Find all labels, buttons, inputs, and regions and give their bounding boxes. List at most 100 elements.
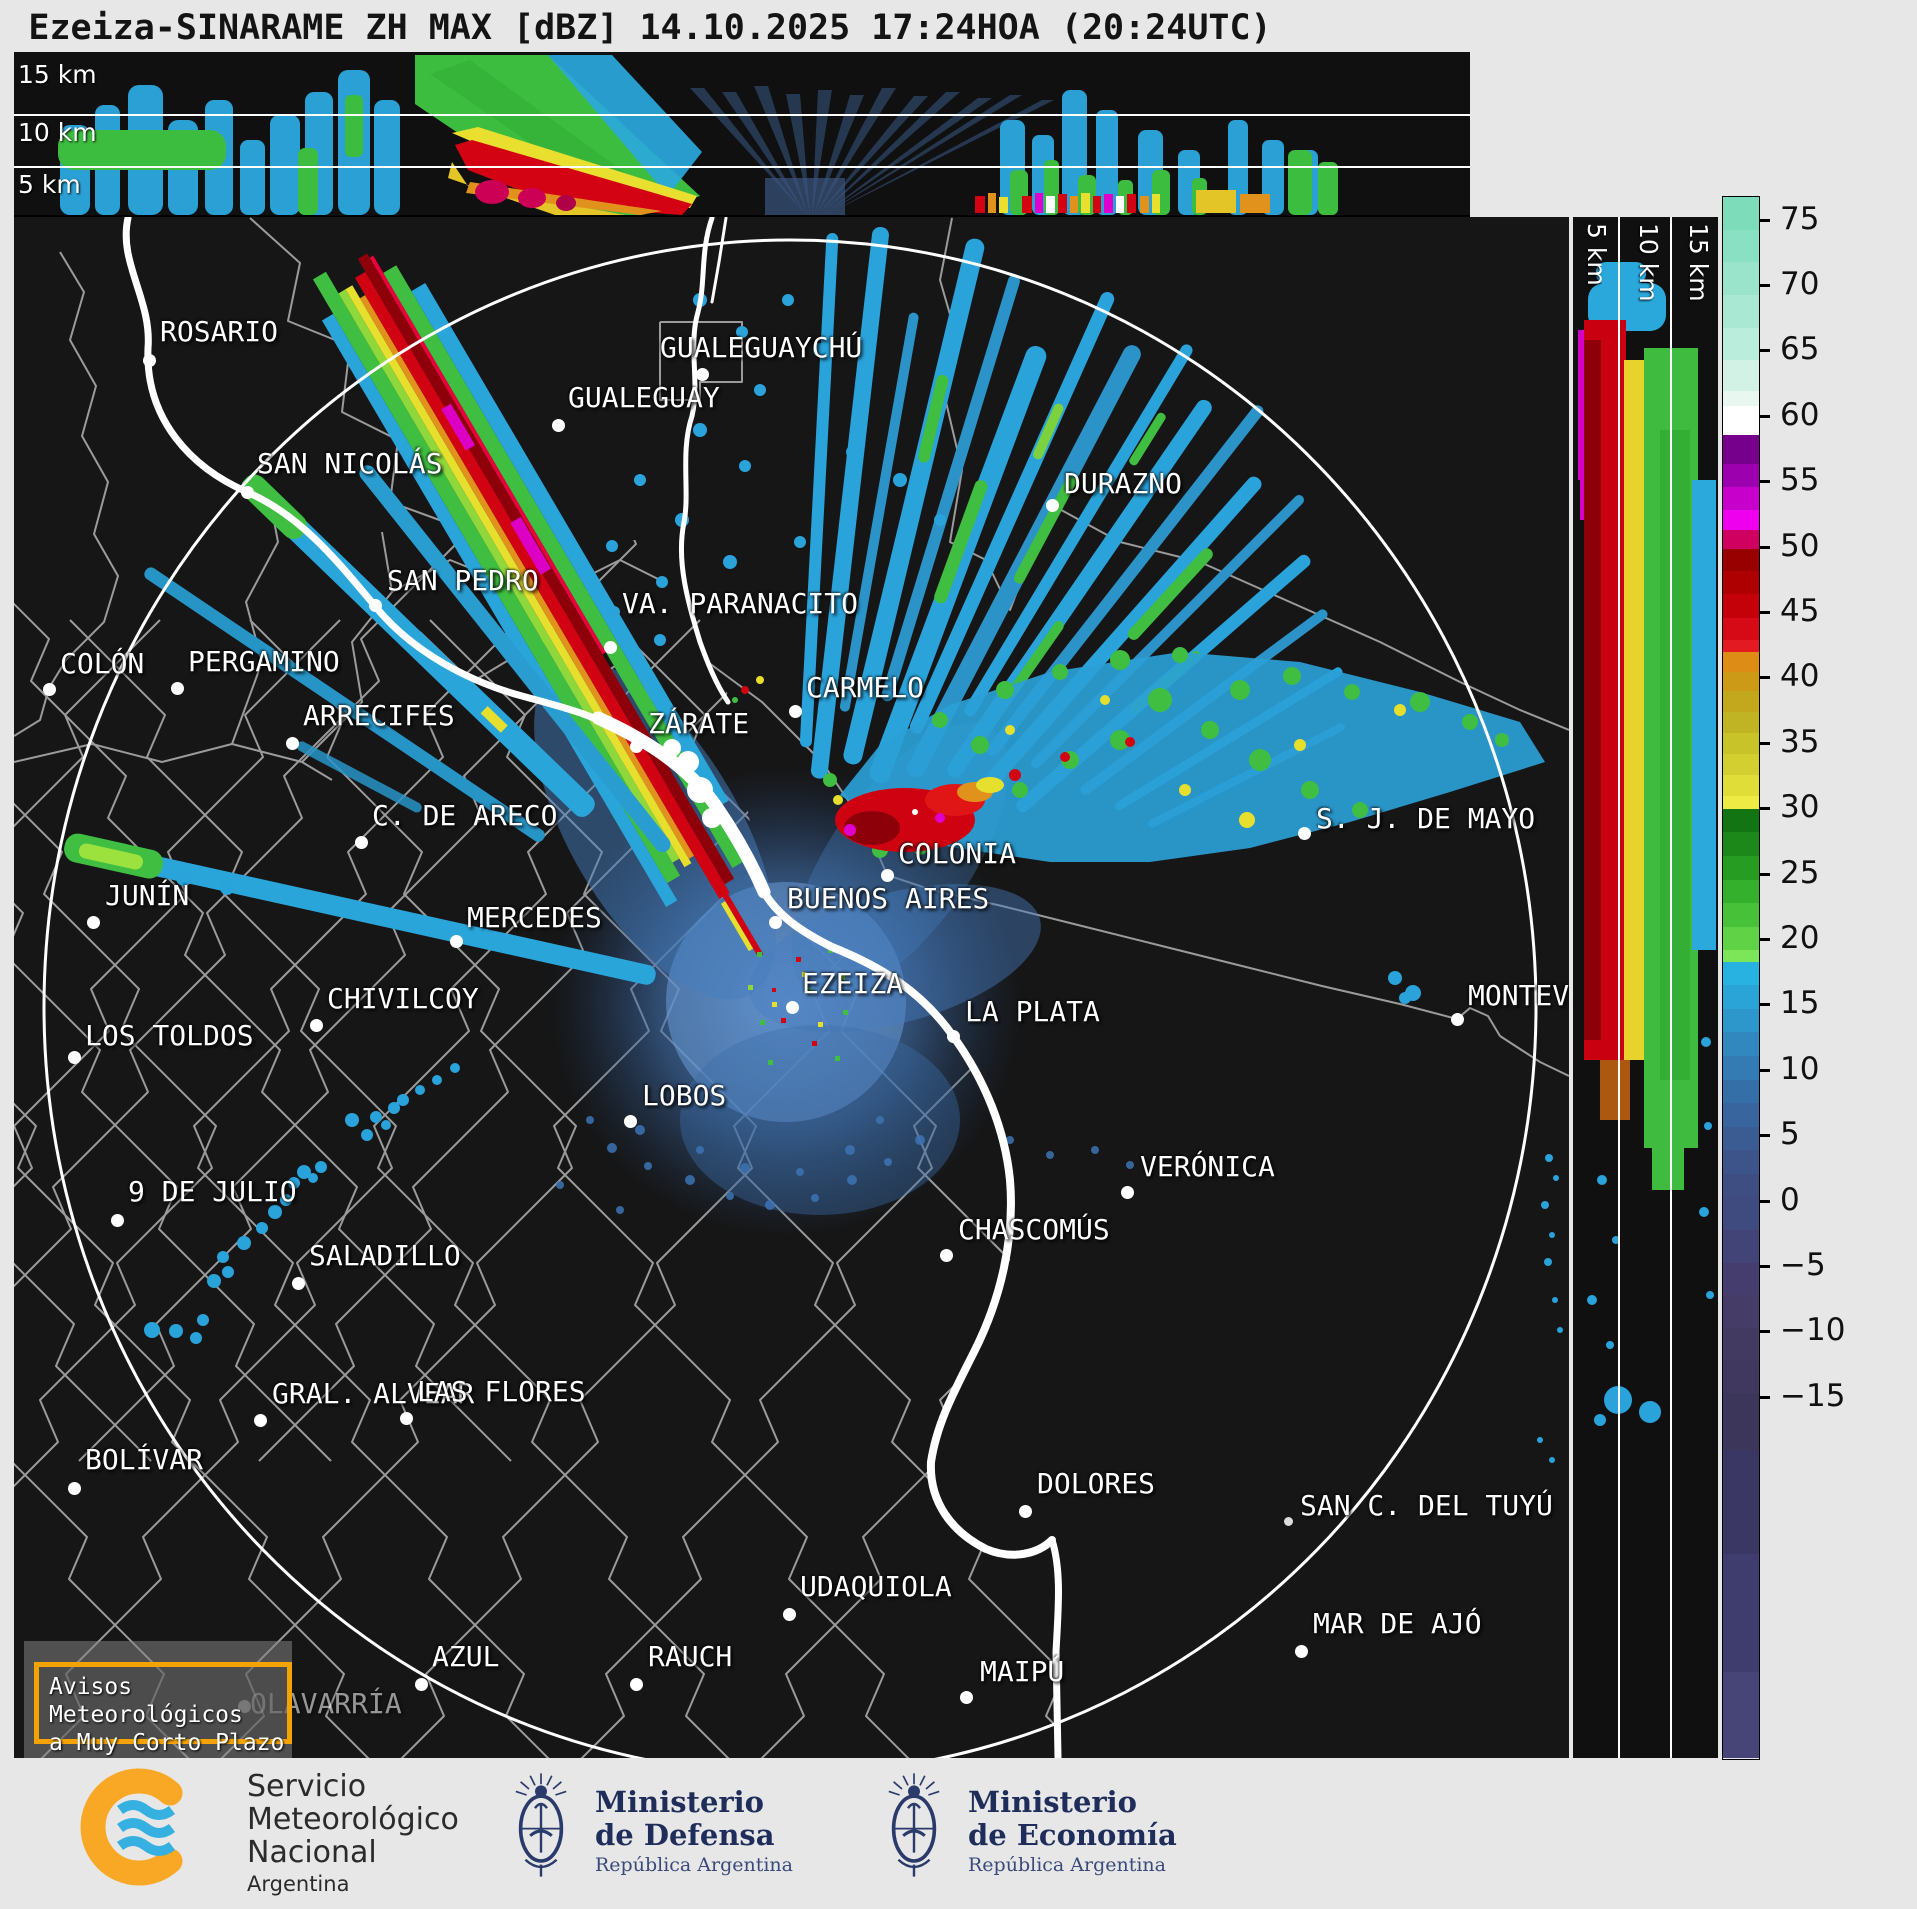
warning-line-1: Avisos Meteorológicos [49,1674,243,1728]
colorbar-band [1723,1103,1759,1127]
colorbar-tick [1759,1264,1770,1268]
colorbar-tick [1759,807,1770,811]
city-dot [785,1000,799,1014]
city-label: EZEIZA [802,967,904,1000]
city-label: LAS FLORES [417,1375,586,1408]
footer: Servicio Meteorológico Nacional Argentin… [0,1760,1917,1909]
colorbar-band [1723,1393,1759,1450]
colorbar-tick-label: 5 [1780,1116,1800,1153]
city-dot [291,1276,305,1290]
smn-line-3: Nacional [247,1835,377,1870]
city-label: ROSARIO [160,315,279,348]
smn-line-1: Servicio [247,1769,367,1804]
city-dot [42,682,56,696]
colorbar-band [1723,570,1759,595]
colorbar-tick [1759,872,1770,876]
colorbar-tick [1759,283,1770,287]
colorbar-tick [1759,741,1770,745]
colorbar-band [1723,1079,1759,1104]
radar-map: ROSARIO GUALEGUAYCHÚ GUALEGUAY SAN NICOLÁS D… [14,217,1569,1758]
city-dot [67,1050,81,1064]
defensa-text: Ministerio de Defensa República Argentin… [595,1786,793,1878]
city-label: ZÁRATE [648,707,750,740]
colorbar-band [1723,1056,1759,1080]
city-label: UDAQUIOLA [800,1570,952,1603]
city-dot [939,1248,953,1262]
city-dot [110,1213,124,1227]
city-dot [1120,1185,1134,1199]
defensa-line-1: Ministerio [595,1785,765,1819]
colorbar-band [1723,1262,1759,1296]
city-dot [782,1607,796,1621]
warning-box[interactable]: Avisos Meteorológicos a Muy Corto Plazo [34,1662,292,1756]
city-dot [629,1677,643,1691]
altitude-label-v-5km: 5 km [1582,223,1611,286]
city-label: VA. PARANACITO [622,587,859,620]
colorbar-band [1723,754,1759,775]
colorbar-band [1723,295,1759,328]
colorbar-tick [1759,480,1770,484]
colorbar-band [1723,487,1759,510]
city-label: COLONIA [898,837,1017,870]
city-dot [253,1413,267,1427]
defensa-line-2: de Defensa [595,1818,775,1852]
colorbar-band [1723,855,1759,880]
city-dot [368,598,382,612]
altitude-label-v-10km: 10 km [1634,223,1663,302]
colorbar-band [1723,1229,1759,1263]
colorbar-tick-label: 0 [1780,1181,1800,1218]
colorbar-band [1723,950,1759,962]
colorbar-tick [1759,218,1770,222]
argentina-coat-of-arms-icon [515,1773,567,1877]
economia-logo-group: Ministerio de Economía República Argenti… [878,1768,1177,1888]
colorbar-band [1723,594,1759,619]
city-label: LOS TOLDOS [85,1019,254,1052]
colorbar-band [1723,262,1759,296]
smn-logo-group: Servicio Meteorológico Nacional Argentin… [58,1768,459,1897]
colorbar-band [1723,509,1759,531]
colorbar-tick-label: 70 [1780,265,1820,302]
argentina-coat-of-arms-icon [888,1773,940,1877]
colorbar-tick [1759,1003,1770,1007]
colorbar-band [1723,1295,1759,1328]
city-label: AZUL [432,1640,500,1673]
colorbar-band [1723,985,1759,1009]
colorbar-band [1723,548,1759,571]
colorbar-band [1723,463,1759,488]
altitude-label-15km: 15 km [18,60,97,89]
economia-line-2: de Economía [968,1818,1177,1852]
cross-section-vertical-panel: 5 km 10 km 15 km [1573,217,1718,1758]
colorbar-band [1723,808,1759,833]
colorbar-band [1723,1197,1759,1230]
city-label: MONTEVIDEO [1468,979,1569,1012]
dbz-colorbar-gradient [1722,196,1760,1760]
colorbar-band [1723,1327,1759,1361]
colorbar-band [1723,530,1759,549]
city-dot [946,1029,960,1043]
page-title: Ezeiza-SINARAME ZH MAX [dBZ] 14.10.2025 … [28,8,1272,48]
colorbar-tick [1759,1134,1770,1138]
city-label: S. J. DE MAYO [1316,802,1536,835]
colorbar-band [1723,733,1759,754]
city-label: SAN NICOLÁS [257,447,443,480]
colorbar-band [1723,774,1759,796]
economia-line-1: Ministerio [968,1785,1138,1819]
colorbar-tick-label: 50 [1780,527,1820,564]
city-label: LOBOS [642,1079,727,1112]
colorbar-band [1723,1126,1759,1151]
city-dot [142,353,156,367]
city-label: ARRECIFES [303,699,455,732]
colorbar-band [1723,640,1759,653]
warning-line-2: a Muy Corto Plazo [49,1730,285,1756]
altitude-label-v-15km: 15 km [1684,223,1713,302]
smn-logo-icon [80,1768,183,1886]
economia-text: Ministerio de Economía República Argenti… [968,1786,1177,1878]
city-label: CHASCOMÚS [958,1213,1110,1246]
colorbar-band [1723,434,1759,464]
city-label: GUALEGUAY [568,381,720,414]
colorbar-tick-label: 10 [1780,1050,1820,1087]
smn-logo-text: Servicio Meteorológico Nacional Argentin… [247,1770,459,1897]
cross-section-horizontal-art [14,55,1470,215]
colorbar-tick-label: −15 [1780,1377,1846,1414]
colorbar-tick-label: 25 [1780,854,1820,891]
